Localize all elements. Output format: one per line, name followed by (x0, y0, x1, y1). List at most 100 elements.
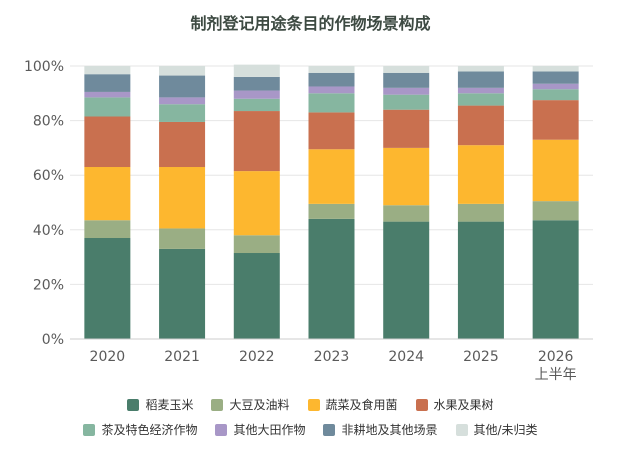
bar-segment (532, 66, 579, 72)
bar-segment (84, 74, 131, 92)
x-tick-label: 2024 (388, 349, 424, 365)
legend-label: 蔬菜及食用菌 (325, 398, 398, 412)
bar-segment (457, 66, 504, 72)
x-tick-label: 2025 (463, 349, 499, 365)
legend-label: 非耕地及其他场景 (341, 423, 438, 437)
bar-segment (84, 237, 131, 339)
bar-segment (532, 201, 579, 221)
bar-segment (159, 104, 206, 122)
bar-segment (457, 93, 504, 106)
x-tick-label: 2020 (90, 349, 126, 365)
legend-swatch (323, 423, 336, 436)
legend-row: 稻麦玉米 大豆及油料 蔬菜及食用菌 水果及果树 (0, 396, 621, 413)
bar-segment (84, 116, 131, 168)
bar-segment (233, 90, 280, 99)
legend-label: 水果及果树 (433, 398, 494, 412)
bar-segment (457, 203, 504, 222)
bar-segment (383, 205, 430, 222)
x-tick-label: 2021 (164, 349, 200, 365)
legend-label: 稻麦玉米 (145, 398, 194, 412)
bar-segment (159, 75, 206, 98)
legend-row: 茶及特色经济作物 其他大田作物 非耕地及其他场景 其他/未归类 (0, 421, 621, 438)
bar-segment (383, 221, 430, 339)
bar-segment (308, 86, 355, 94)
y-tick-label: 20% (33, 277, 64, 293)
legend-item: 其他/未归类 (455, 421, 538, 438)
bar-segment (383, 147, 430, 206)
bar-segment (457, 221, 504, 339)
bar-segment (532, 71, 579, 84)
legend-label: 其他/未归类 (473, 423, 538, 437)
x-tick-label: 上半年 (535, 367, 577, 383)
bar-segment (233, 98, 280, 112)
bar-segment (84, 97, 131, 117)
legend-label: 茶及特色经济作物 (101, 423, 198, 437)
bar-segment (308, 112, 355, 150)
bar-segment (532, 83, 579, 90)
bar-segment (383, 87, 430, 95)
legend-item: 大豆及油料 (211, 396, 290, 413)
y-tick-label: 100% (24, 59, 64, 75)
legend-label: 其他大田作物 (233, 423, 306, 437)
y-tick-label: 40% (33, 223, 64, 239)
bar-segment (457, 145, 504, 204)
bar-segment (308, 149, 355, 204)
bar-segment (308, 218, 355, 339)
bar-segment (383, 72, 430, 88)
bar-segment (233, 171, 280, 236)
x-tick-label: 2026 (538, 349, 574, 365)
legend-swatch (83, 423, 96, 436)
chart-title: 制剂登记用途条目的作物场景构成 (190, 14, 431, 33)
bar-segment (84, 91, 131, 98)
bar-segment (84, 66, 131, 75)
bar-segment (159, 248, 206, 339)
bar-segment (159, 167, 206, 229)
bar-segment (159, 97, 206, 105)
y-tick-label: 60% (33, 168, 64, 184)
y-tick-label: 80% (33, 114, 64, 130)
bar-segment (532, 100, 579, 140)
legend-swatch (307, 398, 320, 411)
bar-segment (308, 72, 355, 87)
legend-item: 稻麦玉米 (127, 396, 193, 413)
bar-segment (457, 87, 504, 94)
legend-item: 茶及特色经济作物 (83, 421, 197, 438)
bar-segment (233, 76, 280, 91)
bar-segment (84, 220, 131, 238)
bar-segment (457, 71, 504, 88)
bar-segment (532, 139, 579, 202)
bar-segment (308, 93, 355, 113)
bar-segment (159, 66, 206, 76)
bar-segment (532, 89, 579, 101)
bar-segment (159, 228, 206, 249)
legend-swatch (215, 423, 228, 436)
legend-item: 其他大田作物 (215, 421, 305, 438)
bar-segment (457, 105, 504, 146)
legend-item: 蔬菜及食用菌 (307, 396, 398, 413)
legend-swatch (415, 398, 428, 411)
legend-swatch (127, 398, 140, 411)
bar-segment (532, 220, 579, 339)
legend: 稻麦玉米 大豆及油料 蔬菜及食用菌 水果及果树茶及特色经济作物 其他大田作物 非耕地及其他… (0, 396, 621, 446)
bar-segment (233, 253, 280, 339)
bar-segment (308, 66, 355, 73)
bar-segment (233, 111, 280, 172)
bar-segment (308, 203, 355, 219)
legend-item: 非耕地及其他场景 (323, 421, 438, 438)
legend-swatch (455, 423, 468, 436)
bar-segment (159, 121, 206, 168)
legend-item: 水果及果树 (415, 396, 494, 413)
bar-segment (233, 235, 280, 254)
y-tick-label: 0% (42, 332, 64, 348)
x-tick-label: 2023 (314, 349, 350, 365)
bar-segment (84, 167, 131, 221)
bar-segment (383, 94, 430, 110)
bar-segment (383, 66, 430, 73)
bar-segment (383, 109, 430, 148)
x-tick-label: 2022 (239, 349, 275, 365)
bar-segment (233, 64, 280, 77)
legend-swatch (211, 398, 224, 411)
legend-label: 大豆及油料 (229, 398, 290, 412)
